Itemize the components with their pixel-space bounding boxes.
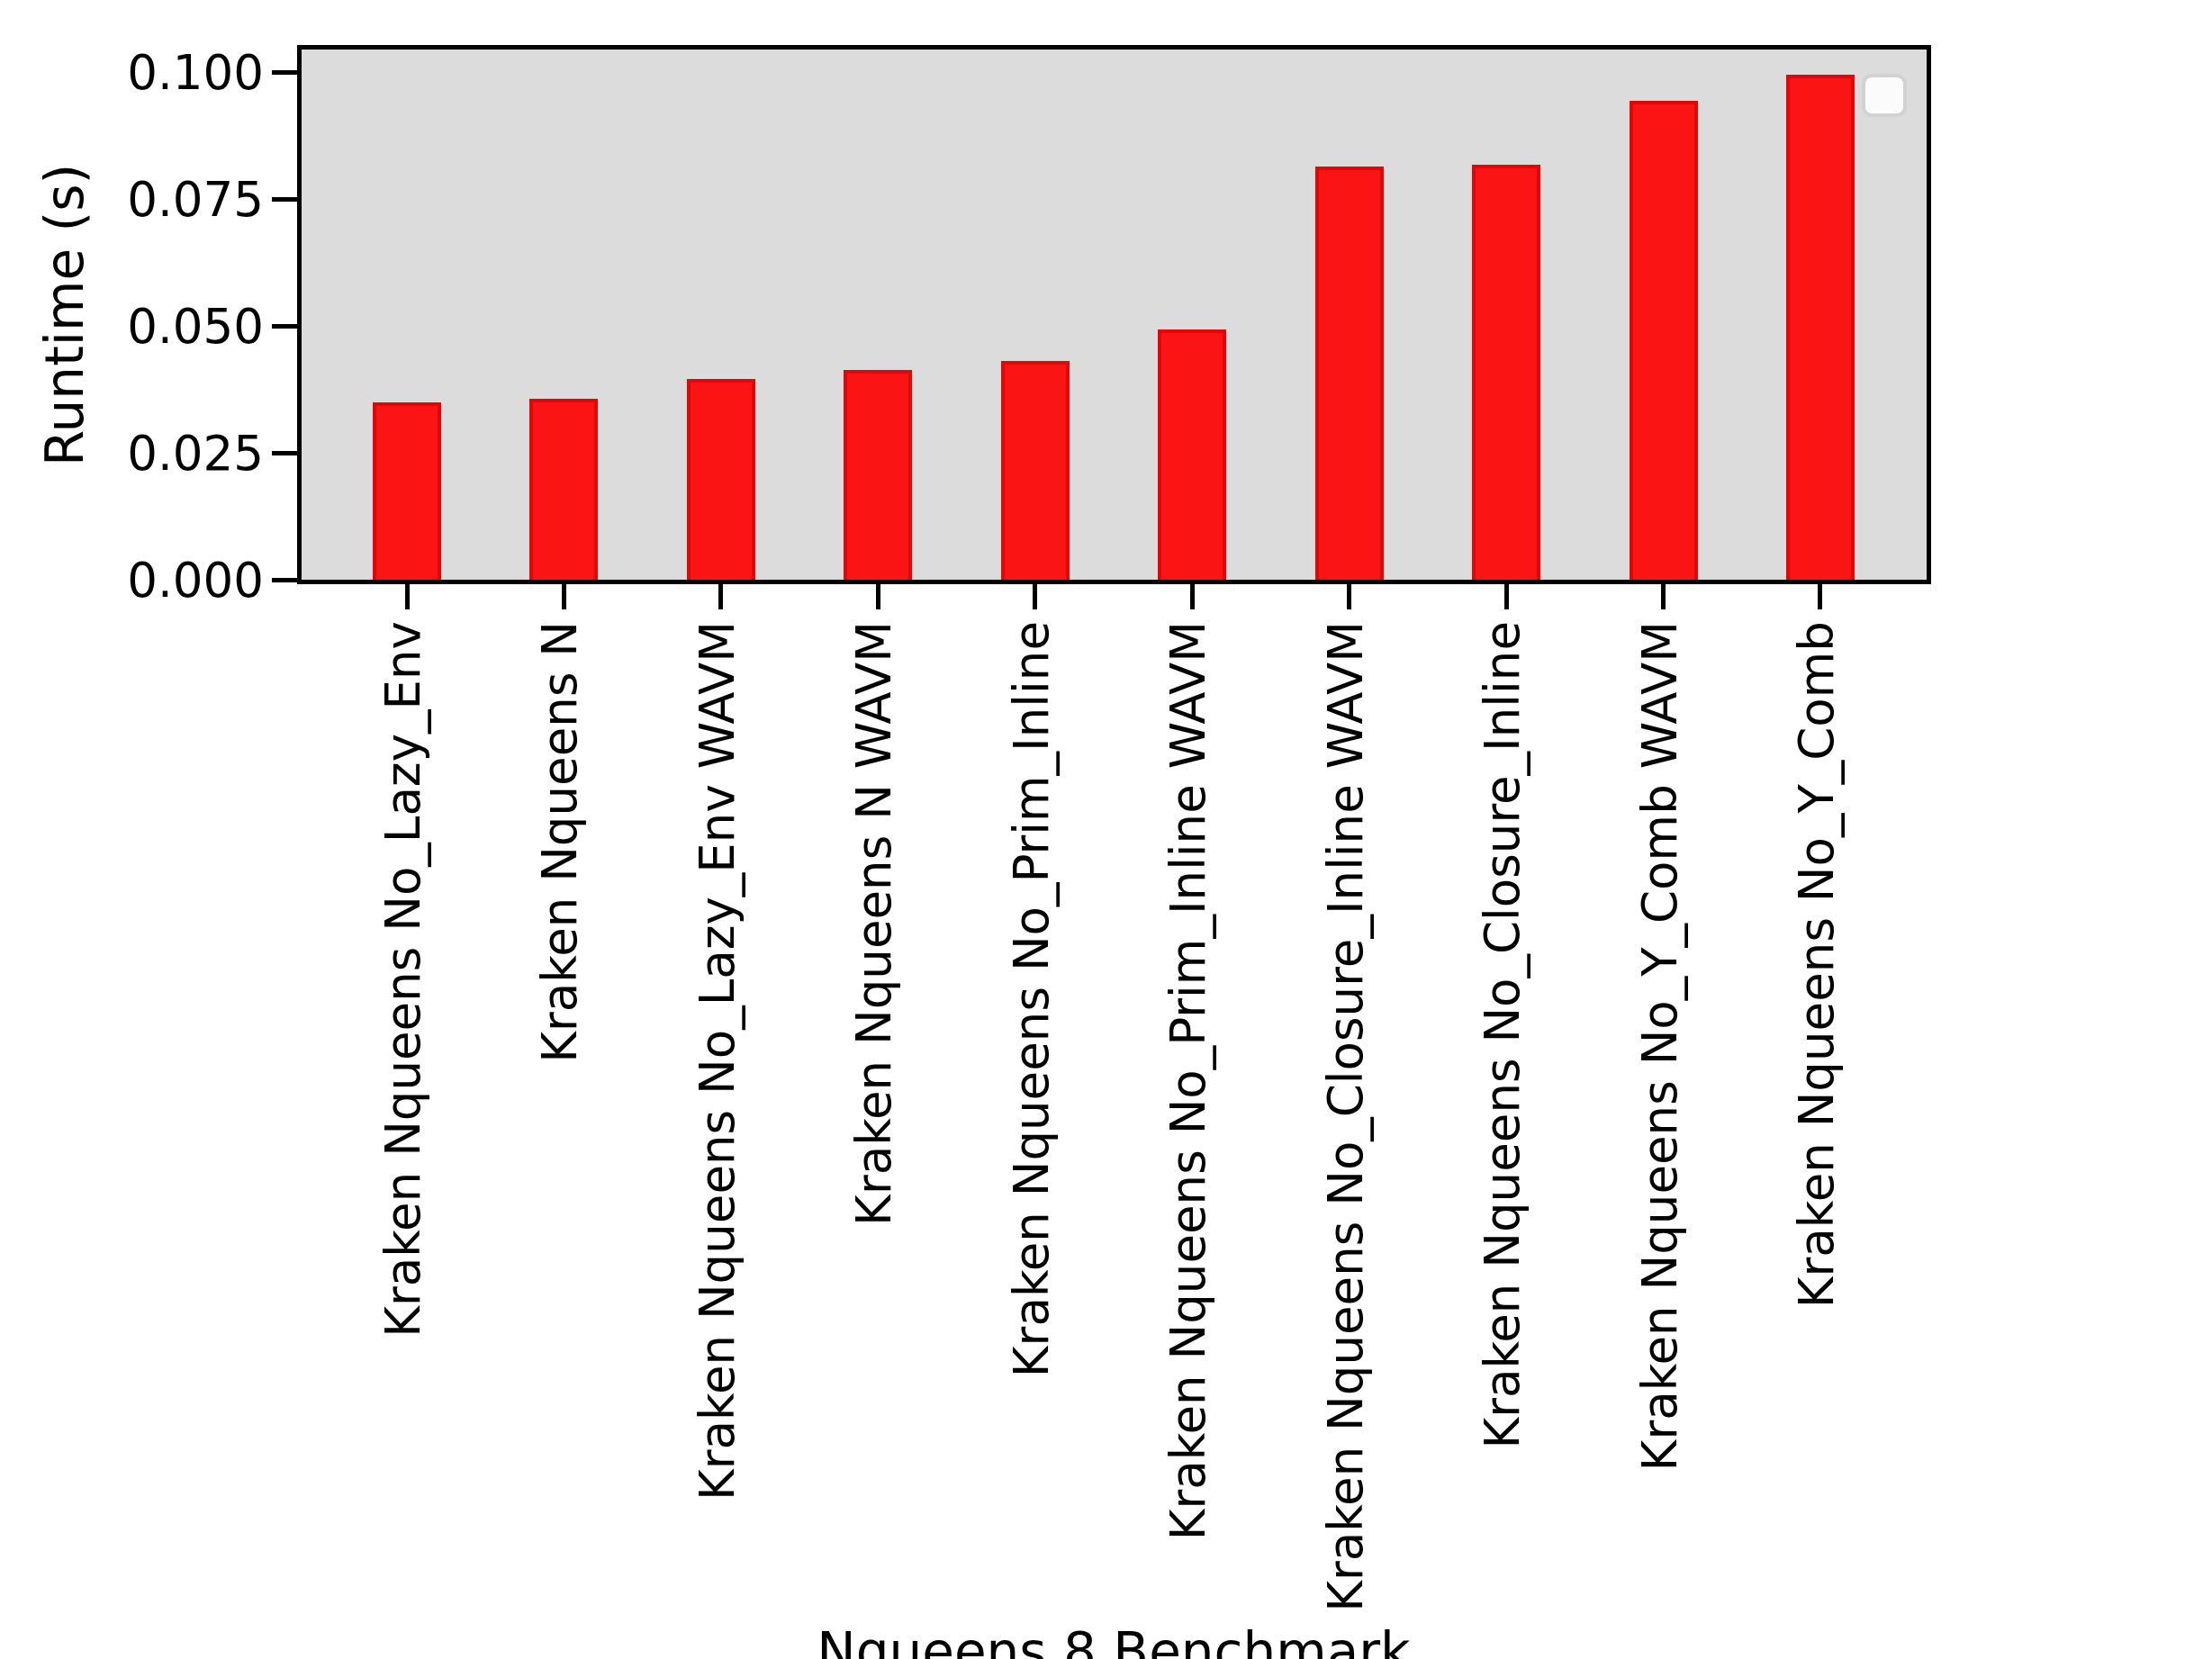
x-tick-label-3: Kraken Nqueens No_Lazy_Env WAVM	[693, 621, 741, 1501]
bar-6	[1158, 329, 1226, 580]
bar-9	[1630, 101, 1698, 580]
y-tick-label-2: 0.025	[127, 429, 264, 477]
x-tick-label-5: Kraken Nqueens No_Prim_Inline	[1007, 621, 1055, 1377]
legend-box	[1862, 74, 1907, 117]
x-tick-label-6: Kraken Nqueens No_Prim_Inline WAVM	[1164, 621, 1212, 1540]
bar-4	[844, 370, 912, 580]
y-axis-label: Runtime (s)	[38, 164, 93, 466]
y-tick-1	[272, 578, 299, 582]
y-tick-3	[272, 324, 299, 329]
x-tick-label-1: Kraken Nqueens No_Lazy_Env	[379, 621, 427, 1338]
bar-8	[1472, 165, 1540, 580]
bar-10	[1786, 75, 1855, 580]
x-tick-4	[876, 582, 880, 609]
x-tick-label-9: Kraken Nqueens No_Y_Comb WAVM	[1636, 621, 1684, 1471]
x-tick-label-7: Kraken Nqueens No_Closure_Inline WAVM	[1322, 621, 1369, 1612]
x-tick-7	[1347, 582, 1351, 609]
x-tick-2	[562, 582, 566, 609]
x-tick-8	[1504, 582, 1509, 609]
x-tick-label-2: Kraken Nqueens N	[536, 621, 583, 1063]
x-tick-6	[1190, 582, 1195, 609]
y-tick-label-4: 0.075	[127, 176, 264, 223]
x-tick-label-8: Kraken Nqueens No_Closure_Inline	[1478, 621, 1526, 1449]
x-tick-5	[1033, 582, 1037, 609]
y-tick-label-3: 0.050	[127, 302, 264, 350]
y-tick-2	[272, 451, 299, 455]
figure: Runtime (s) Nqueens 8 Benchmark Kraken N…	[0, 0, 2212, 1659]
x-tick-1	[405, 582, 410, 609]
x-tick-label-4: Kraken Nqueens N WAVM	[850, 621, 898, 1226]
y-tick-label-1: 0.000	[127, 556, 264, 604]
bar-1	[373, 402, 441, 580]
x-axis-label: Nqueens 8 Benchmark	[817, 1624, 1410, 1659]
y-tick-5	[272, 70, 299, 75]
x-tick-3	[718, 582, 723, 609]
bar-5	[1001, 361, 1070, 580]
bar-2	[529, 399, 598, 580]
bar-3	[687, 379, 755, 580]
x-tick-10	[1818, 582, 1822, 609]
y-tick-label-5: 0.100	[127, 49, 264, 96]
x-tick-label-10: Kraken Nqueens No_Y_Comb	[1792, 621, 1840, 1308]
bar-7	[1315, 167, 1384, 580]
y-tick-4	[272, 197, 299, 202]
x-tick-9	[1661, 582, 1666, 609]
